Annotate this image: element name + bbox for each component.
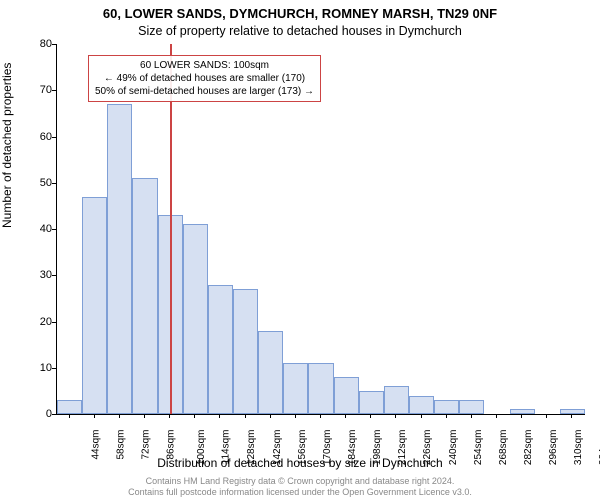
x-tick-mark bbox=[69, 414, 70, 418]
x-tick-label: 114sqm bbox=[221, 430, 232, 465]
x-tick-label: 184sqm bbox=[347, 430, 358, 466]
x-tick-mark bbox=[571, 414, 572, 418]
x-tick-mark bbox=[169, 414, 170, 418]
chart-title-1: 60, LOWER SANDS, DYMCHURCH, ROMNEY MARSH… bbox=[0, 6, 600, 21]
histogram-bar bbox=[359, 391, 384, 414]
annot-line2: ← 49% of detached houses are smaller (17… bbox=[104, 73, 305, 84]
x-tick-label: 226sqm bbox=[423, 430, 434, 466]
x-tick-mark bbox=[521, 414, 522, 418]
y-tick-mark bbox=[52, 229, 56, 230]
x-tick-mark bbox=[370, 414, 371, 418]
footer-text: Contains HM Land Registry data © Crown c… bbox=[0, 476, 600, 498]
x-tick-mark bbox=[496, 414, 497, 418]
y-tick-mark bbox=[52, 183, 56, 184]
y-tick-label: 50 bbox=[26, 177, 52, 189]
x-tick-mark bbox=[245, 414, 246, 418]
x-tick-label: 86sqm bbox=[166, 430, 177, 460]
x-tick-mark bbox=[194, 414, 195, 418]
histogram-bar bbox=[283, 363, 308, 414]
annot-line3: 50% of semi-detached houses are larger (… bbox=[95, 86, 314, 97]
y-tick-mark bbox=[52, 368, 56, 369]
x-tick-label: 72sqm bbox=[140, 430, 151, 460]
histogram-bar bbox=[409, 396, 434, 415]
x-tick-mark bbox=[94, 414, 95, 418]
x-tick-label: 100sqm bbox=[196, 430, 207, 466]
x-tick-label: 170sqm bbox=[322, 430, 333, 466]
x-tick-label: 128sqm bbox=[247, 430, 258, 466]
histogram-bar bbox=[82, 197, 107, 414]
x-tick-mark bbox=[320, 414, 321, 418]
x-tick-mark bbox=[546, 414, 547, 418]
x-tick-mark bbox=[270, 414, 271, 418]
histogram-bar bbox=[384, 386, 409, 414]
x-tick-mark bbox=[471, 414, 472, 418]
y-tick-mark bbox=[52, 44, 56, 45]
x-tick-mark bbox=[119, 414, 120, 418]
y-tick-mark bbox=[52, 275, 56, 276]
y-tick-label: 20 bbox=[26, 316, 52, 328]
histogram-bar bbox=[308, 363, 333, 414]
y-tick-label: 80 bbox=[26, 38, 52, 50]
histogram-bar bbox=[57, 400, 82, 414]
x-tick-label: 58sqm bbox=[115, 430, 126, 460]
x-tick-label: 282sqm bbox=[523, 430, 534, 466]
chart-container: 60, LOWER SANDS, DYMCHURCH, ROMNEY MARSH… bbox=[0, 0, 600, 500]
y-tick-label: 70 bbox=[26, 84, 52, 96]
footer-line-2: Contains full postcode information licen… bbox=[128, 487, 472, 497]
histogram-bar bbox=[183, 224, 208, 414]
x-tick-mark bbox=[446, 414, 447, 418]
histogram-bar bbox=[434, 400, 459, 414]
x-tick-mark bbox=[144, 414, 145, 418]
histogram-bar bbox=[208, 285, 233, 415]
x-tick-label: 296sqm bbox=[548, 430, 559, 466]
x-tick-label: 212sqm bbox=[397, 430, 408, 466]
chart-title-2: Size of property relative to detached ho… bbox=[0, 24, 600, 38]
histogram-bar bbox=[334, 377, 359, 414]
histogram-bar bbox=[107, 104, 132, 414]
x-tick-label: 240sqm bbox=[448, 430, 459, 466]
y-axis-label: Number of detached properties bbox=[0, 63, 14, 228]
y-tick-mark bbox=[52, 137, 56, 138]
y-tick-mark bbox=[52, 322, 56, 323]
histogram-bar bbox=[233, 289, 258, 414]
x-tick-mark bbox=[295, 414, 296, 418]
annot-line1: 60 LOWER SANDS: 100sqm bbox=[140, 60, 269, 71]
x-tick-label: 156sqm bbox=[297, 430, 308, 466]
annotation-box: 60 LOWER SANDS: 100sqm ← 49% of detached … bbox=[88, 55, 321, 102]
x-tick-label: 44sqm bbox=[90, 430, 101, 460]
y-tick-label: 10 bbox=[26, 362, 52, 374]
y-tick-label: 60 bbox=[26, 131, 52, 143]
x-tick-label: 198sqm bbox=[372, 430, 383, 466]
x-tick-mark bbox=[395, 414, 396, 418]
footer-line-1: Contains HM Land Registry data © Crown c… bbox=[146, 476, 455, 486]
x-tick-mark bbox=[421, 414, 422, 418]
y-tick-label: 0 bbox=[26, 408, 52, 420]
x-tick-mark bbox=[219, 414, 220, 418]
x-tick-label: 142sqm bbox=[272, 430, 283, 466]
y-tick-mark bbox=[52, 414, 56, 415]
x-tick-label: 268sqm bbox=[498, 430, 509, 466]
x-tick-label: 310sqm bbox=[573, 430, 584, 466]
histogram-bar bbox=[258, 331, 283, 414]
histogram-bar bbox=[132, 178, 157, 414]
y-tick-mark bbox=[52, 90, 56, 91]
x-tick-mark bbox=[345, 414, 346, 418]
x-tick-label: 254sqm bbox=[473, 430, 484, 466]
y-tick-label: 30 bbox=[26, 269, 52, 281]
y-tick-label: 40 bbox=[26, 223, 52, 235]
histogram-bar bbox=[459, 400, 484, 414]
